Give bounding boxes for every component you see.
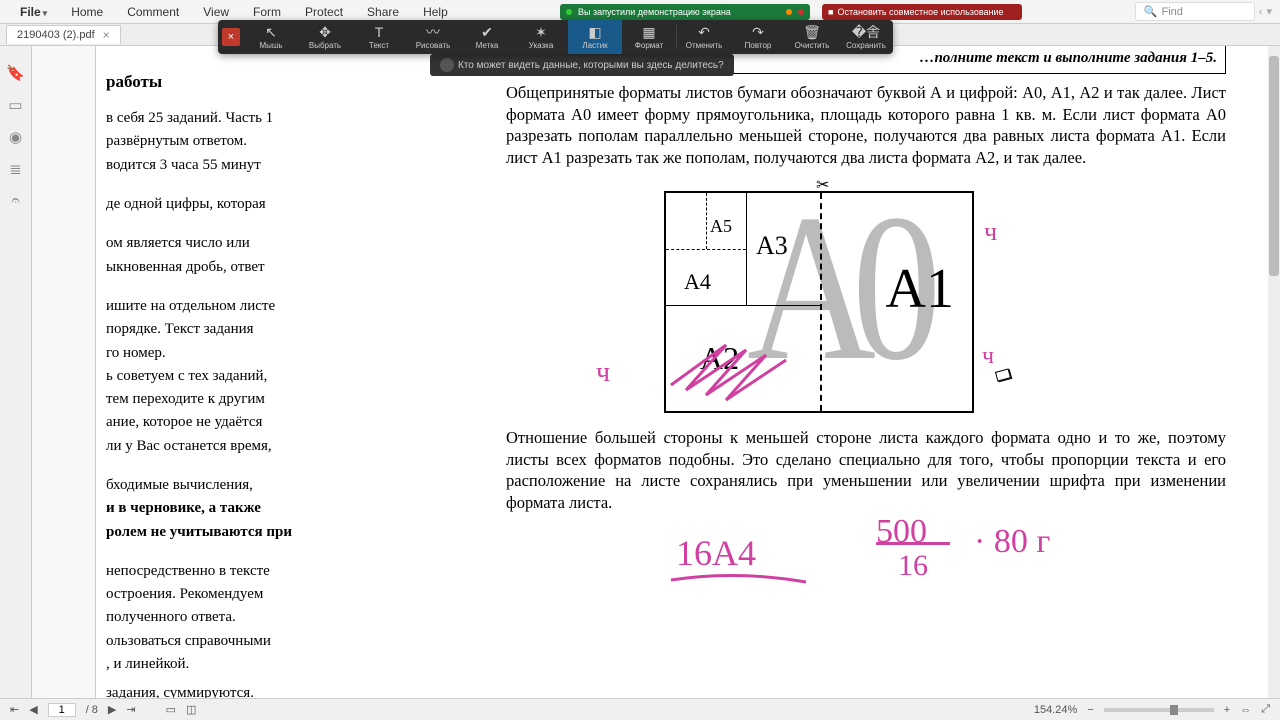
scribble-a2-zigzag <box>666 295 826 421</box>
nav-next-icon[interactable]: ▶ <box>108 703 116 716</box>
pointer-icon: ✶ <box>535 24 547 40</box>
annotation-ch-br: ч <box>982 341 994 373</box>
stack-icon[interactable]: ≣ <box>9 160 22 178</box>
tool-draw[interactable]: 〰Рисовать <box>406 20 460 54</box>
tool-clear[interactable]: 🗑Очистить <box>785 20 839 54</box>
page-current-input[interactable] <box>48 703 76 717</box>
vc-sharing-banner: Вы запустили демонстрацию экрана <box>560 4 810 20</box>
paragraph-2: Отношение большей стороны к меньшей стор… <box>506 427 1226 514</box>
text-icon: T <box>375 24 384 40</box>
label-a3: А3 <box>756 229 788 263</box>
zoom-value: 154.24% <box>1034 704 1077 716</box>
tool-mouse[interactable]: ↖Мышь <box>244 20 298 54</box>
tool-redo[interactable]: ↷Повтор <box>731 20 785 54</box>
underline-scribble <box>666 570 816 590</box>
draw-icon: 〰 <box>426 24 440 40</box>
annotation-frac-den: 16 <box>898 546 928 586</box>
menu-help[interactable]: Help <box>411 5 460 19</box>
save-icon: �舎 <box>852 24 880 40</box>
label-a5: А5 <box>710 215 732 239</box>
nav-last-icon[interactable]: ⇥ <box>126 703 135 716</box>
menu-form[interactable]: Form <box>241 5 293 19</box>
search-icon: 🔍 <box>1144 5 1158 18</box>
vc-stop-share-button[interactable]: ■ Остановить совместное использование <box>822 4 1022 20</box>
dot-icon <box>566 9 572 15</box>
nav-first-icon[interactable]: ⇤ <box>10 703 19 716</box>
page-total: / 8 <box>86 704 98 716</box>
zoom-in-icon[interactable]: + <box>1224 704 1230 716</box>
tool-undo[interactable]: ↶Отменить <box>677 20 731 54</box>
annotation-ch-left: ч <box>596 355 610 392</box>
menu-home[interactable]: Home <box>59 5 115 19</box>
find-box[interactable]: 🔍 Find <box>1135 2 1255 21</box>
menu-share[interactable]: Share <box>355 5 411 19</box>
find-label: Find <box>1162 6 1183 18</box>
tool-pointer[interactable]: ✶Указка <box>514 20 568 54</box>
scissors-icon: ✂ <box>816 175 829 196</box>
tool-format[interactable]: ▦Формат <box>622 20 676 54</box>
layers-icon[interactable]: ◉ <box>9 128 22 146</box>
tool-mark[interactable]: ✔Метка <box>460 20 514 54</box>
bookmark-icon[interactable]: 🔖 <box>6 64 25 82</box>
vc-sharing-text: Вы запустили демонстрацию экрана <box>578 7 731 17</box>
zoom-slider[interactable] <box>1104 708 1214 712</box>
document-tab[interactable]: 2190403 (2).pdf × <box>6 25 121 44</box>
menu-comment[interactable]: Comment <box>115 5 191 19</box>
attachment-icon[interactable]: 𝄐 <box>11 192 19 209</box>
eraser-icon: ◧ <box>588 24 601 40</box>
sidebar-panel: ▸ <box>32 46 96 698</box>
vc-stop-text: Остановить совместное использование <box>837 7 1003 17</box>
paragraph-1: Общепринятые форматы листов бумаги обозн… <box>506 82 1226 169</box>
annotation-eq-80: · 80 г <box>974 520 1050 565</box>
label-a4: А4 <box>684 267 711 296</box>
fit-page-icon[interactable]: ⤢ <box>1261 703 1270 716</box>
menu-chevron-left-icon[interactable]: ‹ <box>1259 6 1263 18</box>
page-icon[interactable]: ▭ <box>8 96 22 114</box>
undo-icon: ↶ <box>698 24 710 40</box>
pdf-page: работы в себя 25 заданий. Часть 1развёрн… <box>96 46 1268 698</box>
tool-select[interactable]: ✥Выбрать <box>298 20 352 54</box>
check-icon: ✔ <box>481 24 493 40</box>
zoom-out-icon[interactable]: − <box>1087 704 1093 716</box>
toolbar-close-button[interactable]: × <box>222 28 240 46</box>
menu-chevron-down-icon[interactable]: ▾ <box>1266 5 1272 18</box>
dot-icon <box>798 9 804 15</box>
privacy-subbar[interactable]: Кто может видеть данные, которыми вы зде… <box>430 54 734 76</box>
menu-protect[interactable]: Protect <box>293 5 355 19</box>
view-mode-icon[interactable]: ▭ <box>166 703 176 716</box>
dot-icon <box>786 9 792 15</box>
redo-icon: ↷ <box>752 24 764 40</box>
side-icon-strip: 🔖 ▭ ◉ ≣ 𝄐 <box>0 46 32 698</box>
privacy-text: Кто может видеть данные, которыми вы зде… <box>458 60 724 71</box>
tab-title: 2190403 (2).pdf <box>17 29 95 41</box>
left-heading: работы <box>106 70 314 94</box>
status-bar: ⇤ ◀ / 8 ▶ ⇥ ▭ ◫ 154.24% − + ⇔ ⤢ <box>0 698 1280 720</box>
trash-icon: 🗑 <box>803 24 821 40</box>
left-text-column: работы в себя 25 заданий. Часть 1развёрн… <box>106 46 314 698</box>
tool-text[interactable]: TТекст <box>352 20 406 54</box>
annotation-ch-tr: ч <box>984 215 997 249</box>
nav-prev-icon[interactable]: ◀ <box>29 703 37 716</box>
right-content-column: …полните текст и выполните задания 1–5. … <box>506 46 1226 610</box>
annotation-frac-bar <box>876 542 950 545</box>
paper-format-diagram: A0 А1 А2 А3 А4 А5 ✂ <box>506 175 1226 421</box>
view-mode-2-icon[interactable]: ◫ <box>186 703 196 716</box>
scroll-thumb[interactable] <box>1269 56 1279 276</box>
vertical-scrollbar[interactable] <box>1268 46 1280 698</box>
avatar-icon <box>440 58 454 72</box>
move-icon: ✥ <box>319 24 331 40</box>
format-icon: ▦ <box>642 24 655 40</box>
menu-view[interactable]: View <box>191 5 241 19</box>
label-a1: А1 <box>886 253 954 327</box>
tool-eraser[interactable]: ◧Ластик <box>568 20 622 54</box>
annotation-toolbar: × ↖Мышь ✥Выбрать TТекст 〰Рисовать ✔Метка… <box>218 20 893 54</box>
menu-file[interactable]: File▾ <box>8 5 59 19</box>
tool-save[interactable]: �舎Сохранить <box>839 20 893 54</box>
tab-close-icon[interactable]: × <box>103 28 110 42</box>
cursor-icon: ↖ <box>265 24 277 40</box>
document-viewport[interactable]: работы в себя 25 заданий. Часть 1развёрн… <box>96 46 1280 698</box>
fit-width-icon[interactable]: ⇔ <box>1240 704 1251 716</box>
main-area: 🔖 ▭ ◉ ≣ 𝄐 ▸ работы в себя 25 заданий. Ча… <box>0 46 1280 698</box>
